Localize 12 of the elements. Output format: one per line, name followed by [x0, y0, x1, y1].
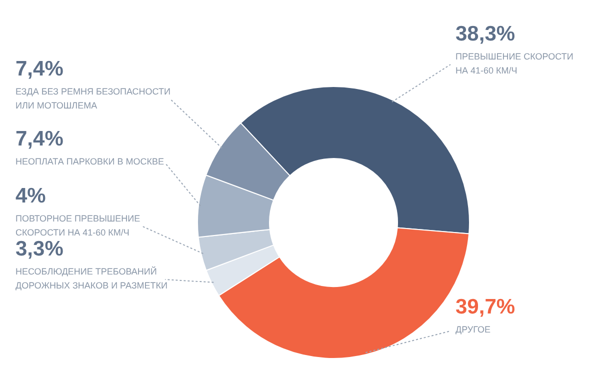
- data-label: 39,7%: [456, 296, 516, 318]
- slice-label: ЕЗДА БЕЗ РЕМНЯ БЕЗОПАСНОСТИ ИЛИ МОТОШЛЕМА: [16, 86, 170, 110]
- slice-label: НЕСОБЛЮДЕНИЕ ТРЕБОВАНИЙ ДОРОЖНЫХ ЗНАКОВ И РАЗМЕТКИ: [16, 266, 168, 290]
- data-label: 3,3%: [16, 238, 64, 260]
- data-label: 4%: [16, 184, 46, 208]
- slice-label: ПОВТОРНОЕ ПРЕВЫШЕНИЕ СКОРОСТИ НА 41-60 КМ/Ч: [16, 214, 140, 238]
- data-label: 38,3%: [456, 22, 516, 46]
- data-label: 7,4%: [16, 58, 64, 80]
- slice-label: ДРУГОЕ: [456, 324, 490, 334]
- slice-label: ПРЕВЫШЕНИЕ СКОРОСТИ НА 41-60 КМ/Ч: [456, 52, 574, 76]
- slice-label: НЕОПЛАТА ПАРКОВКИ В МОСКВЕ: [16, 156, 164, 166]
- data-label: 7,4%: [16, 128, 64, 150]
